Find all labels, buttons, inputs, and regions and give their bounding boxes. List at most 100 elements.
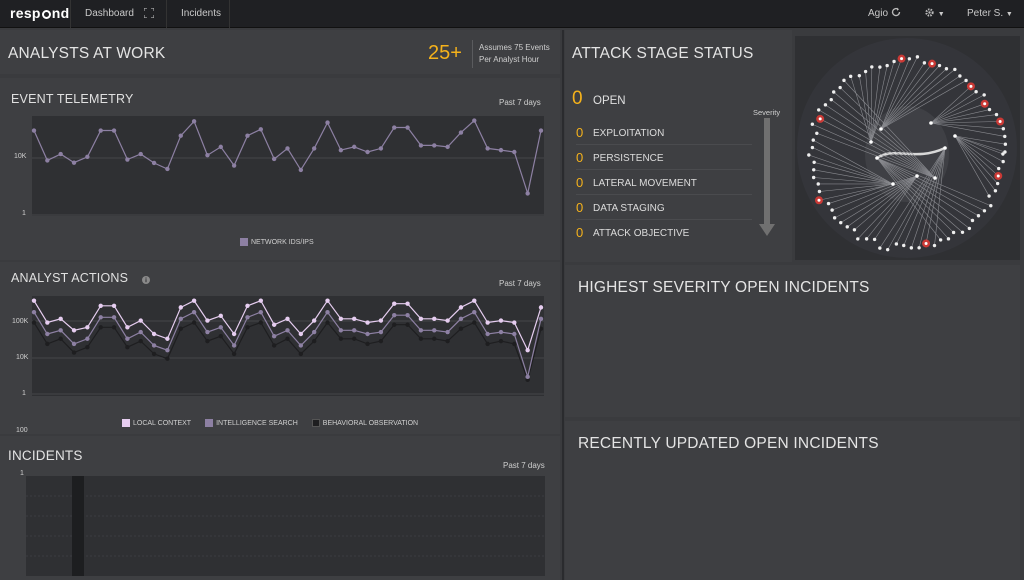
graph-edge (896, 147, 946, 245)
behavioral-observation-point (538, 326, 544, 331)
graph-edge (880, 65, 940, 130)
graph-edge (880, 62, 925, 130)
column-divider (562, 30, 564, 580)
nav-dashboard-label: Dashboard (85, 8, 134, 19)
legend-label-intel: INTELLIGENCE SEARCH (216, 419, 298, 427)
graph-edge (859, 75, 872, 143)
graph-edge (825, 104, 936, 179)
graph-node (937, 63, 942, 68)
chevron-down-icon: ▼ (937, 11, 945, 18)
incidents-period: Past 7 days (503, 461, 545, 470)
event-telemetry-plot-area (32, 116, 544, 216)
stage-attack-objective[interactable]: 0 ATTACK OBJECTIVE (576, 220, 752, 245)
local-context-line (33, 299, 542, 352)
behavioral-observation-point (325, 320, 330, 325)
graph-node (953, 67, 957, 72)
graph-node (915, 55, 920, 59)
graph-node (994, 112, 999, 117)
graph-node (951, 230, 956, 235)
intelligence-search-point (432, 328, 437, 333)
intelligence-search-point (445, 329, 450, 335)
local-context-point (151, 331, 157, 337)
stage-exploitation[interactable]: 0 EXPLOITATION (576, 120, 752, 145)
info-icon[interactable] (142, 276, 150, 284)
intelligence-search-point (472, 309, 477, 315)
stage-data-staging[interactable]: 0 DATA STAGING (576, 195, 752, 220)
graph-node (826, 201, 831, 206)
local-context-point (125, 325, 130, 330)
graph-edge (954, 135, 998, 184)
graph-edge (911, 147, 946, 248)
behavioral-observation-point (245, 325, 250, 330)
intelligence-search-point (485, 331, 490, 337)
graph-node (1001, 159, 1005, 164)
behavioral-observation-point (191, 320, 197, 325)
intelligence-search-point (498, 329, 504, 335)
highest-severity-panel: HIGHEST SEVERITY OPEN INCIDENTS (565, 265, 1020, 417)
intelligence-search-point (85, 336, 90, 341)
intelligence-search-point (512, 331, 517, 337)
analyst-actions-plot-area (32, 296, 544, 396)
y-tick-label: 10K (14, 153, 27, 160)
stage-label: PERSISTENCE (593, 153, 664, 164)
behavioral-observation-point (298, 351, 304, 357)
agio-label: Agio (868, 8, 889, 19)
event-telemetry-legend: NETWORK IDS/IPS (240, 238, 314, 246)
behavioral-observation-point (512, 341, 517, 347)
stage-lateral-movement[interactable]: 0 LATERAL MOVEMENT (576, 170, 752, 195)
agio-menu[interactable]: Agio (868, 0, 901, 28)
behavioral-observation-point (485, 341, 490, 347)
network-ids-point (258, 127, 264, 132)
behavioral-observation-point (31, 320, 37, 325)
legend-label-local: LOCAL CONTEXT (133, 419, 192, 427)
settings-menu[interactable]: ▼ (924, 0, 945, 28)
nav-incidents[interactable]: Incidents (166, 0, 230, 28)
local-context-point (31, 298, 37, 303)
behavioral-observation-point (458, 326, 464, 331)
intelligence-search-point (458, 316, 464, 322)
local-context-point (365, 320, 370, 325)
network-ids-point (285, 146, 290, 151)
graph-node (838, 85, 842, 90)
attack-graph-panel[interactable] (795, 36, 1020, 260)
network-ids-point (165, 166, 170, 172)
graph-edge (876, 157, 970, 229)
network-ids-point (365, 149, 370, 155)
nav-dashboard[interactable]: Dashboard (70, 0, 166, 28)
y-tick-label: 1 (20, 470, 24, 477)
graph-node (993, 189, 998, 193)
behavioral-observation-point (98, 325, 103, 330)
stage-persistence[interactable]: 0 PERSISTENCE (576, 145, 752, 170)
network-ids-point (125, 157, 130, 162)
intelligence-search-point (71, 341, 77, 347)
graph-edge (954, 135, 996, 191)
incidents-title: INCIDENTS (8, 448, 83, 463)
alert-node-core (969, 84, 973, 88)
local-context-point (405, 301, 410, 306)
graph-node (1003, 142, 1008, 146)
graph-node (817, 189, 822, 194)
graph-node (938, 238, 943, 242)
graph-node (811, 138, 815, 142)
network-ids-point (432, 143, 437, 148)
local-context-point (525, 348, 530, 353)
graph-node (857, 73, 862, 78)
y-tick-label: 1 (22, 390, 26, 397)
network-ids-point (538, 128, 544, 133)
local-context-point (58, 316, 63, 322)
gear-icon (925, 8, 934, 17)
graph-hub-node (915, 174, 919, 178)
user-menu[interactable]: Peter S. ▼ (967, 0, 1013, 28)
behavioral-observation-point (392, 322, 397, 327)
refresh-icon[interactable] (891, 7, 901, 17)
network-ids-point (151, 160, 157, 166)
graph-node (976, 214, 981, 218)
graph-node (829, 97, 833, 102)
stage-count: 0 (576, 225, 584, 240)
respond-logo[interactable]: resp nd (10, 5, 70, 21)
attack-graph-visualization[interactable] (795, 36, 1020, 260)
local-context-point (458, 305, 464, 310)
incidents-plot-area (26, 476, 545, 576)
local-context-point (338, 316, 344, 322)
expand-icon[interactable] (144, 8, 154, 18)
